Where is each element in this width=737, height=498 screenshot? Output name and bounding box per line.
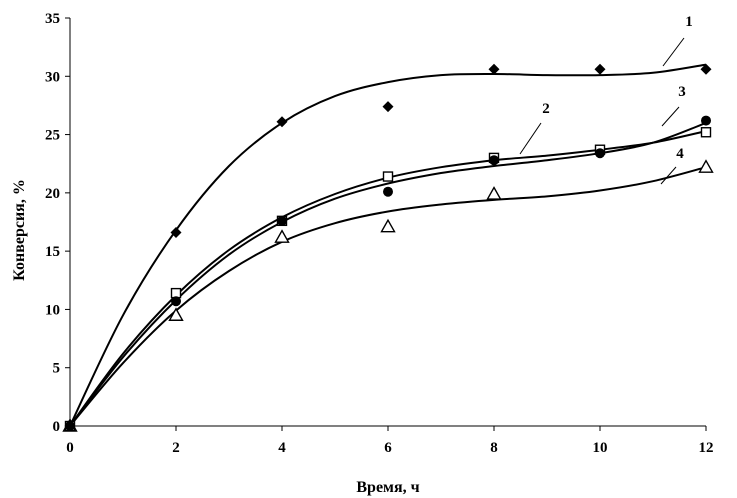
marker-series-2: [700, 127, 712, 138]
marker-series-2: [170, 287, 182, 299]
curve-leader-line-4: [660, 166, 677, 185]
marker-series-4: [486, 186, 502, 200]
x-tick-label: 2: [172, 440, 180, 456]
y-tick-label: 5: [53, 361, 61, 377]
marker-series-1: [170, 226, 182, 238]
marker-series-4: [274, 229, 290, 243]
y-axis-ticks: 0 5 10 15 20 25 30 35: [45, 11, 70, 435]
marker-series-2: [382, 171, 394, 182]
curve-label-2: 2: [542, 101, 550, 117]
x-tick-label: 12: [699, 440, 714, 456]
fit-curve-4: [69, 166, 707, 427]
marker-series-3: [383, 186, 393, 197]
fit-curve-1: [69, 63, 707, 427]
marker-series-1: [64, 420, 76, 432]
curve-label-4: 4: [676, 146, 684, 162]
x-tick-label: 0: [66, 440, 74, 456]
marker-series-1: [276, 116, 288, 128]
data-markers: [62, 63, 714, 432]
fit-curves: [69, 63, 707, 427]
curve-label-1: 1: [685, 14, 693, 30]
y-tick-label: 20: [45, 186, 60, 202]
curve-labels: 1 2 3 4: [519, 14, 693, 185]
marker-series-4: [698, 159, 714, 173]
marker-series-1: [594, 63, 606, 75]
curve-label-3: 3: [678, 84, 686, 100]
x-axis-ticks: 0 2 4 6 8 10 12: [66, 426, 714, 456]
marker-series-1: [382, 101, 394, 113]
x-axis-title: Время, ч: [356, 479, 419, 496]
axes: [69, 18, 706, 427]
marker-series-4: [168, 307, 184, 321]
y-tick-label: 15: [45, 244, 60, 260]
curve-leader-line-2: [519, 122, 542, 155]
y-tick-label: 10: [45, 302, 60, 318]
marker-series-1: [488, 63, 500, 75]
x-tick-label: 10: [593, 440, 608, 456]
y-tick-label: 25: [45, 128, 60, 144]
y-tick-label: 30: [45, 69, 60, 85]
marker-series-3: [171, 296, 181, 307]
marker-series-3: [595, 148, 605, 159]
x-tick-label: 6: [384, 440, 392, 456]
y-tick-label: 35: [45, 11, 60, 27]
y-axis-title: Конверсия, %: [11, 179, 28, 281]
x-tick-label: 4: [278, 440, 286, 456]
marker-series-3: [277, 215, 287, 226]
curve-leader-line-1: [662, 37, 685, 67]
marker-series-3: [701, 115, 711, 126]
y-tick-label: 0: [53, 419, 61, 435]
marker-series-3: [489, 155, 499, 166]
curve-leader-line-3: [661, 106, 680, 127]
fit-curve-3: [69, 121, 707, 427]
marker-series-4: [380, 218, 396, 233]
marker-series-1: [700, 63, 712, 75]
x-tick-label: 8: [490, 440, 498, 456]
